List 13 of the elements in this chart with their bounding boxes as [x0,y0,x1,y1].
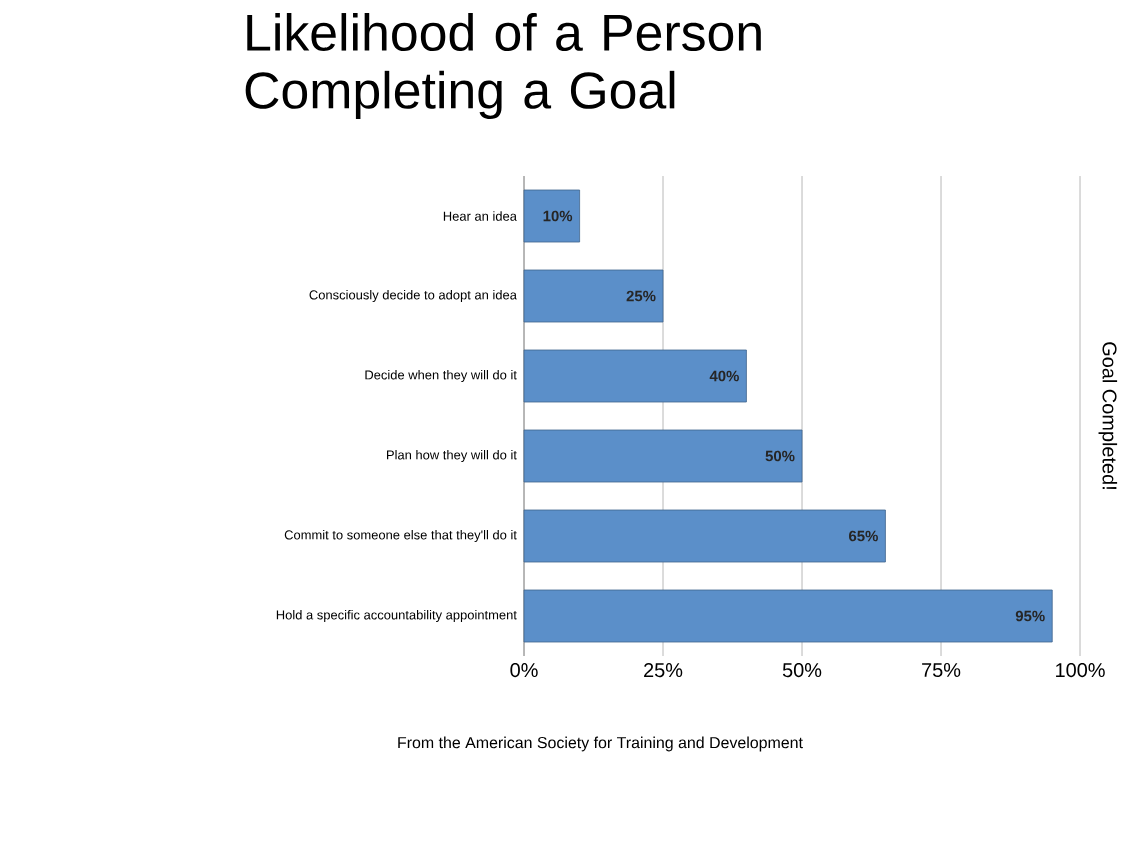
x-tick-label: 100% [1056,663,1105,678]
bar [523,589,1053,643]
bar [523,349,747,403]
y-axis-title: Goal Completed! [1098,342,1118,489]
bar [523,509,886,563]
x-tick-label: 0% [510,663,538,678]
bar [523,189,581,243]
x-tick-label: 50% [782,663,822,678]
x-tick-label: 25% [644,663,683,678]
bar [523,269,664,323]
x-tick-label: 75% [922,663,961,678]
chart-title: Likelihood of a Person Completing a Goal [245,13,761,120]
bar [523,429,803,483]
